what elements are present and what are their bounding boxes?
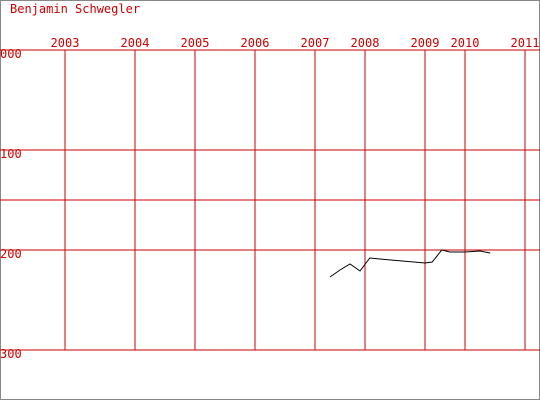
- x-tick-label: 2010: [451, 36, 480, 50]
- data-line: [329, 249, 491, 278]
- x-tick-label: 2006: [241, 36, 270, 50]
- y-tick-label: 200: [0, 247, 22, 261]
- y-tick-label: 300: [0, 347, 22, 361]
- chart-title: Benjamin Schwegler: [10, 2, 140, 16]
- x-tick-label: 2007: [301, 36, 330, 50]
- y-tick-label: 000: [0, 47, 22, 61]
- x-tick-label: 2003: [51, 36, 80, 50]
- x-tick-label: 2009: [411, 36, 440, 50]
- x-tick-label: 2005: [181, 36, 210, 50]
- x-tick-label: 2011: [511, 36, 540, 50]
- x-tick-label: 2008: [351, 36, 380, 50]
- y-tick-label: 100: [0, 147, 22, 161]
- x-tick-label: 2004: [121, 36, 150, 50]
